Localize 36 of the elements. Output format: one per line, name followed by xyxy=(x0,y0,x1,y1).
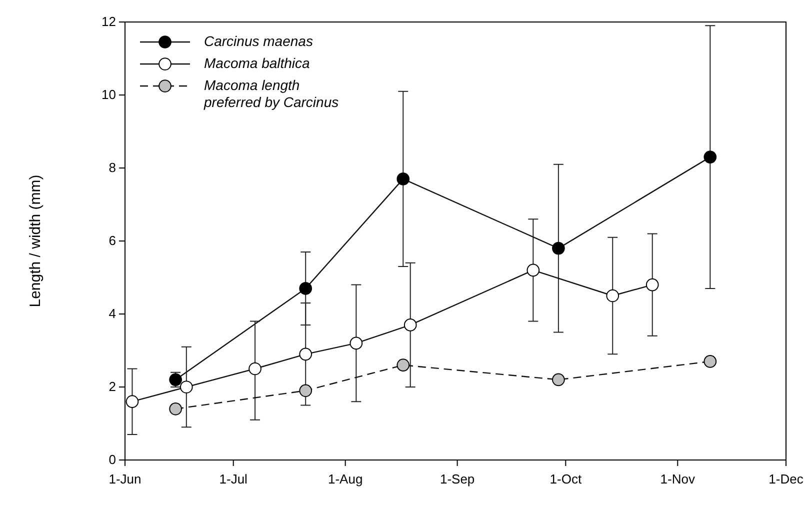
y-tick-label: 8 xyxy=(108,160,116,176)
legend-label: Carcinus maenas xyxy=(204,33,313,50)
point xyxy=(552,373,565,386)
point xyxy=(396,358,410,372)
x-tick-label: 1-Dec xyxy=(768,471,804,486)
y-tick-label: 0 xyxy=(108,452,116,468)
legend-label: Macoma length preferred by Carcinus xyxy=(204,77,340,111)
x-tick-label: 1-Jul xyxy=(219,471,248,486)
point xyxy=(646,278,659,292)
point xyxy=(169,402,182,416)
x-tick-label: 1-Sep xyxy=(440,471,475,486)
point xyxy=(606,289,620,302)
point xyxy=(552,242,565,255)
point xyxy=(526,264,540,277)
y-axis-title: Length / width (mm) xyxy=(27,174,44,308)
x-tick-label: 1-Aug xyxy=(328,471,363,486)
point xyxy=(299,384,312,398)
point xyxy=(704,150,717,164)
point xyxy=(704,355,717,368)
y-tick-label: 10 xyxy=(102,87,116,102)
x-tick-label: 1-Nov xyxy=(660,471,696,486)
point xyxy=(180,380,193,394)
x-tick-label: 1-Jun xyxy=(108,471,142,486)
y-tick-label: 4 xyxy=(108,306,116,322)
point xyxy=(396,172,410,186)
legend-label: Macoma balthica xyxy=(204,55,310,72)
point xyxy=(299,348,312,361)
y-tick-label: 6 xyxy=(108,233,116,248)
x-tick-label: 1-Oct xyxy=(550,471,582,486)
point xyxy=(404,318,417,332)
point xyxy=(126,395,139,408)
point xyxy=(299,282,312,295)
y-tick-label: 12 xyxy=(102,14,116,30)
point xyxy=(350,336,363,350)
point xyxy=(248,362,262,376)
y-tick-label: 2 xyxy=(108,379,116,394)
